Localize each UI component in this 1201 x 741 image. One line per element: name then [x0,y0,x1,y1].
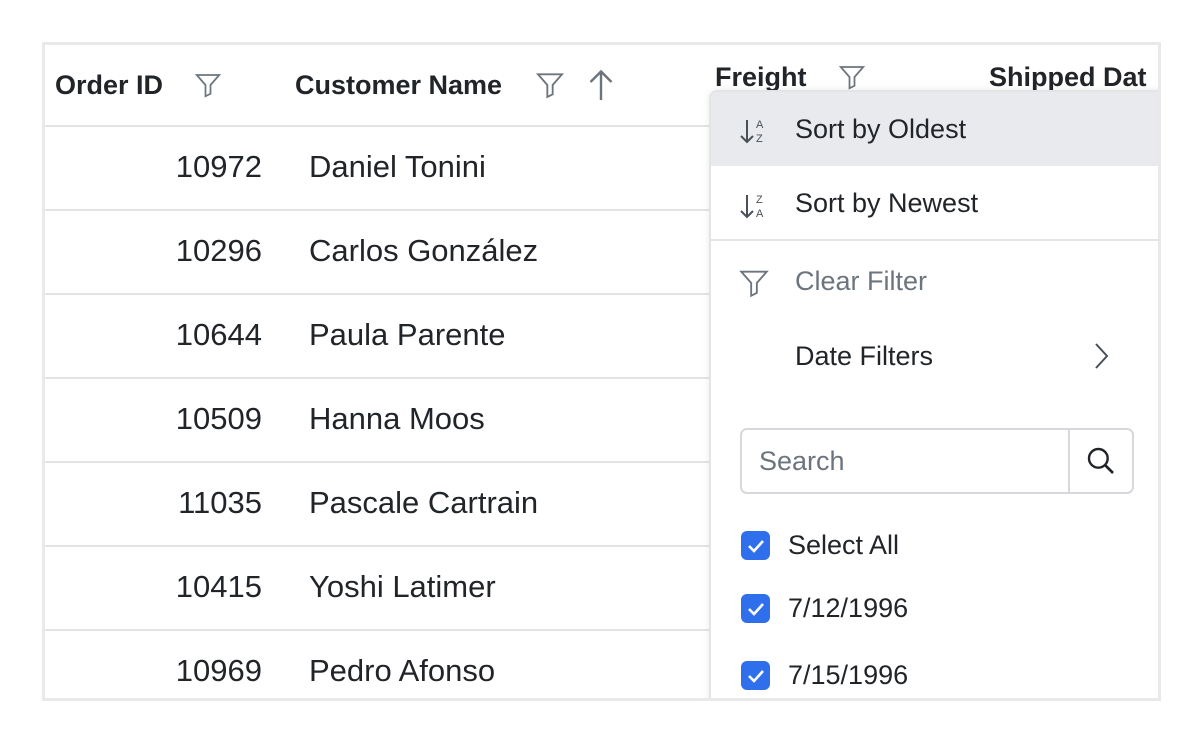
customer-name-cell: Paula Parente [309,317,506,352]
filter-icon[interactable] [193,70,223,100]
menu-label: Sort by Oldest [795,113,967,144]
svg-text:Z: Z [756,194,763,206]
arrow-up-icon[interactable] [586,67,616,103]
column-label: Freight [715,61,807,92]
table-row[interactable]: 10296 Carlos González [45,211,1158,295]
date-checkbox[interactable]: 7/12/1996 [741,593,908,624]
column-header-customer-name[interactable]: Customer Name [295,45,616,125]
clear-filter-item[interactable]: Clear Filter [711,244,1158,318]
table-row[interactable]: 10509 Hanna Moos [45,379,1158,463]
filter-icon [739,270,769,298]
order-id-cell: 11035 [178,485,262,520]
customer-name-cell: Hanna Moos [309,401,485,436]
select-all-checkbox[interactable]: Select All [741,530,899,561]
filter-icon[interactable] [534,69,566,101]
sort-descending-icon: ZA [740,194,764,220]
checkbox-checked-icon [741,531,770,560]
column-label: Customer Name [295,69,503,100]
order-id-cell: 10415 [175,569,262,604]
order-id-cell: 10969 [175,653,262,688]
date-checkbox[interactable]: 7/15/1996 [741,660,908,691]
checkbox-label: 7/12/1996 [788,593,909,623]
order-id-cell: 10972 [175,149,262,184]
search-input[interactable] [742,430,1070,492]
order-id-cell: 10509 [175,401,262,436]
filter-icon[interactable] [837,62,867,92]
search-icon [1087,447,1114,474]
table-row[interactable]: 10644 Paula Parente [45,295,1158,379]
table-row[interactable]: 10972 Daniel Tonini [45,127,1158,211]
chevron-right-icon [1095,343,1109,369]
svg-text:A: A [756,119,764,131]
grid-header: Order ID Customer Name Freight Shipped D… [45,45,1158,127]
customer-name-cell: Carlos González [309,233,539,268]
menu-label: Clear Filter [795,265,928,296]
sort-ascending-icon: AZ [740,119,764,145]
column-label: Order ID [55,69,164,100]
search-box [740,428,1134,494]
menu-label: Date Filters [795,340,934,371]
customer-name-cell: Daniel Tonini [309,149,486,184]
table-row[interactable]: 10415 Yoshi Latimer [45,547,1158,631]
checkbox-checked-icon [741,661,770,690]
customer-name-cell: Pedro Afonso [309,653,496,688]
table-row[interactable]: 10969 Pedro Afonso [45,631,1158,698]
order-id-cell: 10644 [175,317,262,352]
checkbox-checked-icon [741,594,770,623]
svg-text:A: A [756,208,764,220]
customer-name-cell: Pascale Cartrain [309,485,539,520]
column-header-freight[interactable]: Freight [715,45,867,117]
menu-label: Sort by Newest [795,187,979,218]
data-grid: Order ID Customer Name Freight Shipped D… [42,42,1161,701]
column-header-order-id[interactable]: Order ID [55,45,223,125]
column-label: Shipped Dat [989,61,1147,92]
column-header-shipped-date[interactable]: Shipped Dat [989,45,1147,117]
svg-text:Z: Z [756,133,763,145]
search-button[interactable] [1068,430,1132,492]
date-filters-item[interactable]: Date Filters [711,319,1158,393]
checkbox-label: Select All [788,530,900,560]
checkbox-label: 7/15/1996 [788,660,909,690]
order-id-cell: 10296 [175,233,262,268]
customer-name-cell: Yoshi Latimer [309,569,496,604]
table-row[interactable]: 11035 Pascale Cartrain [45,463,1158,547]
